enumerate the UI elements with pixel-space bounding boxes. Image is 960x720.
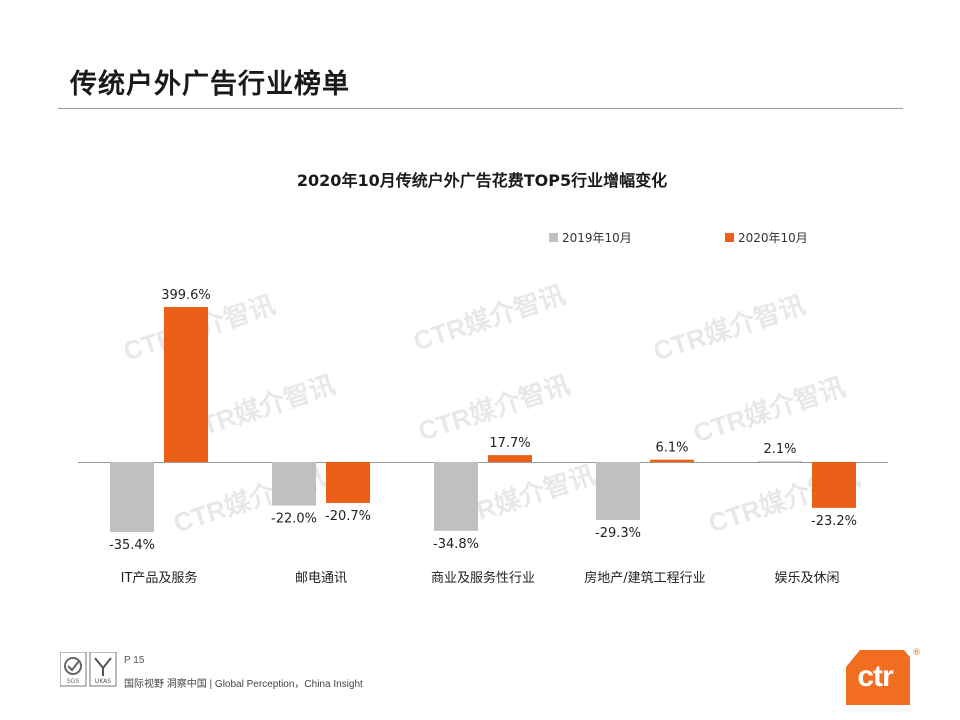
page-number: P 15 bbox=[124, 655, 145, 666]
category-label-4: 娱乐及休闲 bbox=[774, 571, 839, 586]
legend-swatch-2019 bbox=[549, 233, 558, 242]
bar-2019-0 bbox=[110, 462, 154, 532]
ukas-label: UKAS bbox=[95, 678, 111, 685]
data-label-2020-3: 6.1% bbox=[655, 441, 688, 456]
bar-2019-1 bbox=[272, 462, 316, 506]
category-label-3: 房地产/建筑工程行业 bbox=[584, 570, 705, 586]
bar-2019-4 bbox=[758, 461, 802, 463]
category-label-2: 商业及服务性行业 bbox=[431, 570, 535, 586]
certification-logos: SGS UKAS bbox=[60, 652, 117, 687]
bar-2020-4 bbox=[812, 462, 856, 508]
ukas-logo: UKAS bbox=[89, 652, 117, 687]
bar-2019-2 bbox=[434, 462, 478, 531]
category-label-0: IT产品及服务 bbox=[121, 570, 198, 586]
chart-title: 2020年10月传统户外广告花费TOP5行业增幅变化 bbox=[297, 171, 667, 190]
sgs-logo: SGS bbox=[60, 652, 87, 687]
data-label-2020-4: -23.2% bbox=[811, 514, 857, 529]
slide-title: 传统户外广告行业榜单 bbox=[70, 69, 350, 100]
data-label-2019-3: -29.3% bbox=[595, 526, 641, 541]
legend: 2019年10月 2020年10月 bbox=[549, 231, 808, 245]
bar-2020-3 bbox=[650, 459, 694, 462]
ctr-logo: ® bbox=[846, 648, 920, 705]
footer-tagline: 国际视野 洞察中国 | Global Perception，China Insi… bbox=[124, 679, 363, 690]
bars-group: -35.4% 399.6% -22.0% -20.7% -34.8% 17.7% -29.3… bbox=[109, 288, 857, 553]
ctr-logo-shape bbox=[846, 650, 910, 705]
title-divider bbox=[58, 108, 903, 109]
legend-swatch-2020 bbox=[725, 233, 734, 242]
legend-label-2019: 2019年10月 bbox=[562, 231, 632, 245]
data-label-2020-2: 17.7% bbox=[489, 436, 530, 451]
data-label-2019-4: 2.1% bbox=[763, 442, 796, 457]
bar-2020-0 bbox=[164, 307, 208, 462]
legend-label-2020: 2020年10月 bbox=[738, 231, 808, 245]
bar-2020-1 bbox=[326, 462, 370, 503]
bar-2019-3 bbox=[596, 462, 640, 520]
data-label-2019-1: -22.0% bbox=[271, 512, 317, 527]
data-label-2020-1: -20.7% bbox=[325, 509, 371, 524]
data-label-2019-2: -34.8% bbox=[433, 537, 479, 552]
brand-name: ctr bbox=[857, 660, 893, 693]
data-label-2019-0: -35.4% bbox=[109, 538, 155, 553]
registered-mark: ® bbox=[912, 648, 920, 658]
category-label-1: 邮电通讯 bbox=[295, 571, 347, 586]
category-labels: IT产品及服务 邮电通讯 商业及服务性行业 房地产/建筑工程行业 娱乐及休闲 bbox=[121, 570, 840, 586]
data-label-2020-0: 399.6% bbox=[161, 288, 211, 303]
bar-2020-2 bbox=[488, 455, 532, 462]
sgs-label: SGS bbox=[67, 678, 79, 685]
